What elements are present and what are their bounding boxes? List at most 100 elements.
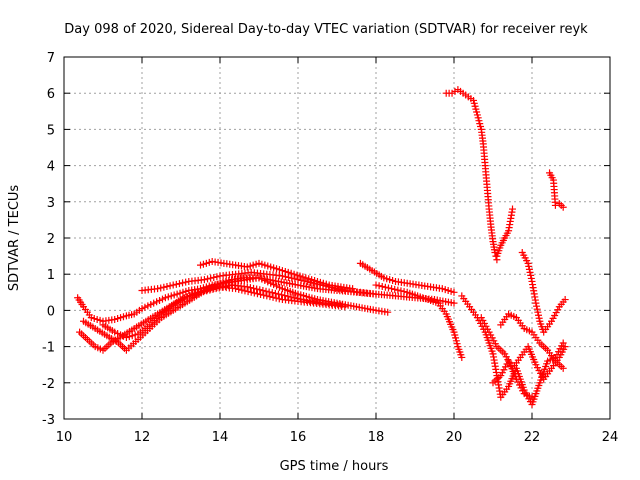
data-point <box>458 353 466 361</box>
data-point <box>263 292 271 300</box>
data-point <box>534 308 542 316</box>
data-point <box>535 314 543 322</box>
data-point <box>525 262 533 270</box>
data-point <box>268 289 276 297</box>
y-tick-label: -2 <box>42 377 55 392</box>
y-tick-label: -3 <box>42 413 55 428</box>
data-point <box>215 284 223 292</box>
series-track-16 <box>489 357 536 401</box>
series-track-11 <box>546 169 567 211</box>
x-tick-label: 12 <box>134 430 151 445</box>
data-point <box>559 364 567 372</box>
data-point <box>528 393 536 401</box>
data-point <box>200 288 208 296</box>
data-point <box>381 283 389 291</box>
data-point <box>559 339 567 347</box>
data-point <box>182 278 190 286</box>
series-track-15 <box>497 310 567 372</box>
series-track-8 <box>372 281 466 361</box>
data-point <box>278 291 286 299</box>
data-point <box>397 287 405 295</box>
data-point <box>253 285 261 293</box>
data-point <box>163 283 171 291</box>
y-tick-label: 3 <box>47 196 55 211</box>
data-point <box>391 285 399 293</box>
data-point <box>265 288 273 296</box>
data-point <box>225 282 233 290</box>
series-track-12 <box>518 248 569 336</box>
data-point <box>400 288 408 296</box>
y-tick-label: -1 <box>42 341 55 356</box>
data-point <box>450 288 458 296</box>
data-point <box>269 293 277 301</box>
grid <box>64 57 610 419</box>
data-point <box>213 273 221 281</box>
data-point <box>561 343 569 351</box>
data-point <box>259 286 267 294</box>
data-point <box>175 280 183 288</box>
data-point <box>527 271 535 279</box>
series-track-9 <box>442 86 501 264</box>
data-point <box>238 286 246 294</box>
data-point <box>160 283 168 291</box>
data-point <box>299 296 307 304</box>
y-tick-label: 1 <box>47 268 55 283</box>
data-point <box>262 287 270 295</box>
data-point <box>197 288 204 296</box>
data-point <box>200 276 208 284</box>
x-tick-label: 16 <box>290 430 307 445</box>
data-point <box>246 284 254 292</box>
y-axis-label: SDTVAR / TECUs <box>7 185 22 292</box>
x-tick-label: 20 <box>446 430 463 445</box>
series-track-10 <box>493 205 516 260</box>
series-track-7 <box>356 259 458 296</box>
y-tick-label: 7 <box>47 51 55 66</box>
data-point <box>260 291 268 299</box>
data-point <box>378 283 386 291</box>
data-point <box>341 303 349 311</box>
series-track-4 <box>99 281 345 342</box>
data-point <box>271 289 279 297</box>
x-tick-label: 22 <box>524 430 541 445</box>
series-track-14 <box>477 314 569 383</box>
data-point <box>384 308 392 316</box>
data-point <box>221 283 229 291</box>
series-track-1 <box>74 274 392 325</box>
x-tick-label: 18 <box>368 430 385 445</box>
data-point <box>272 294 280 302</box>
data-point <box>300 277 308 285</box>
data-point <box>203 287 211 295</box>
data-point <box>172 280 180 288</box>
data-point <box>394 286 402 294</box>
data-point <box>247 288 255 296</box>
x-tick-label: 24 <box>602 430 619 445</box>
data-point <box>294 276 302 284</box>
data-point <box>524 259 532 267</box>
y-tick-label: 6 <box>47 87 55 102</box>
data-point <box>535 311 542 319</box>
data-point <box>275 290 282 298</box>
data-point <box>218 283 226 291</box>
data-point <box>253 290 261 298</box>
data-point <box>372 290 380 298</box>
data-point <box>551 201 559 209</box>
y-tick-label: 4 <box>47 160 55 175</box>
data-points <box>74 86 569 409</box>
chart-title: Day 098 of 2020, Sidereal Day-to-day VTE… <box>64 22 588 37</box>
data-point <box>157 284 165 292</box>
data-point <box>204 275 212 283</box>
data-point <box>210 273 218 281</box>
data-point <box>243 283 251 291</box>
data-point <box>533 302 541 310</box>
data-point <box>561 296 569 304</box>
data-point <box>212 285 220 293</box>
data-point <box>296 295 304 303</box>
data-point <box>275 295 283 303</box>
data-point <box>559 203 567 211</box>
data-point <box>206 286 214 294</box>
data-point <box>384 284 392 292</box>
data-point <box>526 268 534 276</box>
data-point <box>244 288 252 296</box>
